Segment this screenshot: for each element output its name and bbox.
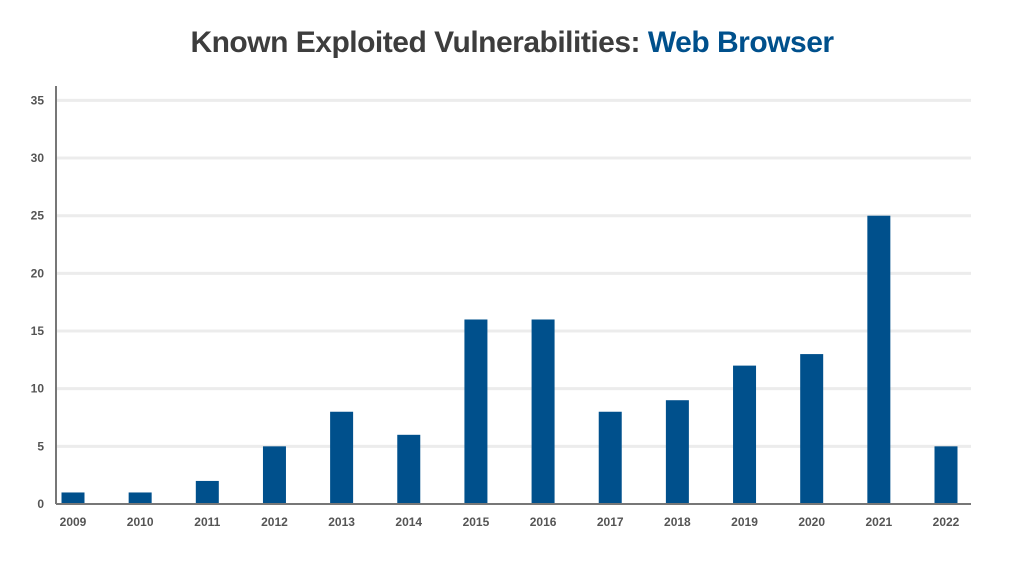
bar-2009 — [61, 492, 85, 504]
y-tick-label: 25 — [31, 209, 45, 223]
x-tick-label: 2019 — [731, 515, 758, 529]
bar-2020 — [800, 354, 824, 504]
bar-2015 — [464, 319, 488, 504]
x-tick-label: 2022 — [933, 515, 960, 529]
chart-title-main: Known Exploited Vulnerabilities: — [190, 26, 641, 59]
bar-2022 — [934, 446, 958, 504]
bar-2013 — [330, 411, 354, 504]
gridlines — [56, 98, 971, 448]
bar-2011 — [195, 480, 219, 504]
bar-2019 — [733, 365, 757, 504]
bar-2018 — [665, 400, 689, 504]
y-tick-label: 15 — [31, 324, 45, 338]
x-tick-label: 2010 — [127, 515, 154, 529]
x-tick-label: 2021 — [865, 515, 892, 529]
y-tick-label: 10 — [31, 382, 45, 396]
bar-2010 — [128, 492, 152, 504]
bar-2012 — [262, 446, 286, 504]
tick-labels: 0 5 10 15 20 25 30 35 2009 2010 2011 2012 2013 2014 20… — [31, 93, 960, 529]
y-tick-label: 30 — [31, 151, 45, 165]
x-tick-label: 2016 — [530, 515, 557, 529]
y-tick-label: 20 — [31, 266, 45, 280]
bar-2014 — [397, 434, 421, 504]
y-tick-label: 35 — [31, 93, 45, 107]
x-tick-label: 2015 — [463, 515, 490, 529]
x-tick-label: 2017 — [597, 515, 624, 529]
x-tick-label: 2011 — [194, 515, 220, 529]
y-tick-label: 0 — [37, 497, 44, 511]
x-tick-label: 2012 — [261, 515, 288, 529]
y-tick-label: 5 — [37, 439, 44, 453]
x-tick-label: 2013 — [328, 515, 355, 529]
bar-2021 — [867, 215, 891, 504]
bars — [61, 215, 958, 504]
x-tick-label: 2020 — [798, 515, 825, 529]
x-tick-label: 2009 — [60, 515, 87, 529]
x-tick-label: 2018 — [664, 515, 691, 529]
bar-2016 — [531, 319, 555, 504]
x-tick-label: 2014 — [395, 515, 422, 529]
chart-title: Known Exploited Vulnerabilities: Web Bro… — [0, 26, 1024, 60]
chart-title-highlight: Web Browser — [647, 26, 834, 59]
bar-2017 — [598, 411, 622, 504]
axes — [55, 86, 971, 505]
